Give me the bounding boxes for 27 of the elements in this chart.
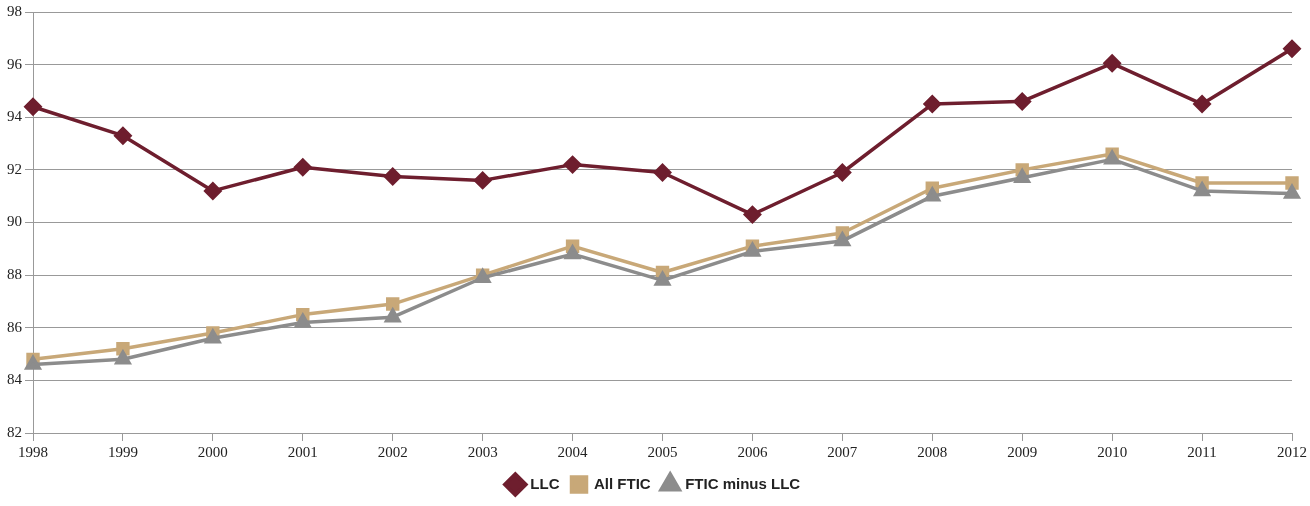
x-tick-label: 2009 xyxy=(1007,443,1038,460)
x-tick-label: 2010 xyxy=(1097,443,1128,460)
x-tick-label: 2000 xyxy=(197,443,228,460)
y-tick-label: 92 xyxy=(7,160,22,177)
x-tick-label: 1998 xyxy=(18,443,48,460)
x-tick-label: 2006 xyxy=(737,443,768,460)
x-tick-label: 2007 xyxy=(827,443,858,460)
y-tick-label: 96 xyxy=(7,55,23,72)
x-tick-label: 2003 xyxy=(467,443,498,460)
x-tick-label: 2005 xyxy=(647,443,678,460)
y-tick-label: 86 xyxy=(7,318,23,335)
y-tick-label: 98 xyxy=(7,2,22,19)
x-tick-label: 2011 xyxy=(1187,443,1217,460)
legend-label: FTIC minus LLC xyxy=(685,474,801,492)
legend-label: All FTIC xyxy=(594,474,651,492)
y-tick-label: 84 xyxy=(7,371,23,388)
x-tick-label: 1999 xyxy=(107,443,138,460)
y-tick-label: 90 xyxy=(7,213,22,230)
y-tick-label: 88 xyxy=(7,266,22,283)
y-tick-label: 82 xyxy=(7,423,22,440)
x-tick-label: 2002 xyxy=(377,443,408,460)
x-tick-label: 2012 xyxy=(1277,443,1307,460)
x-tick-label: 2004 xyxy=(557,443,589,460)
x-tick-label: 2008 xyxy=(917,443,948,460)
y-tick-label: 94 xyxy=(7,108,23,125)
legend-label: LLC xyxy=(530,474,560,492)
x-tick-label: 2001 xyxy=(287,443,318,460)
